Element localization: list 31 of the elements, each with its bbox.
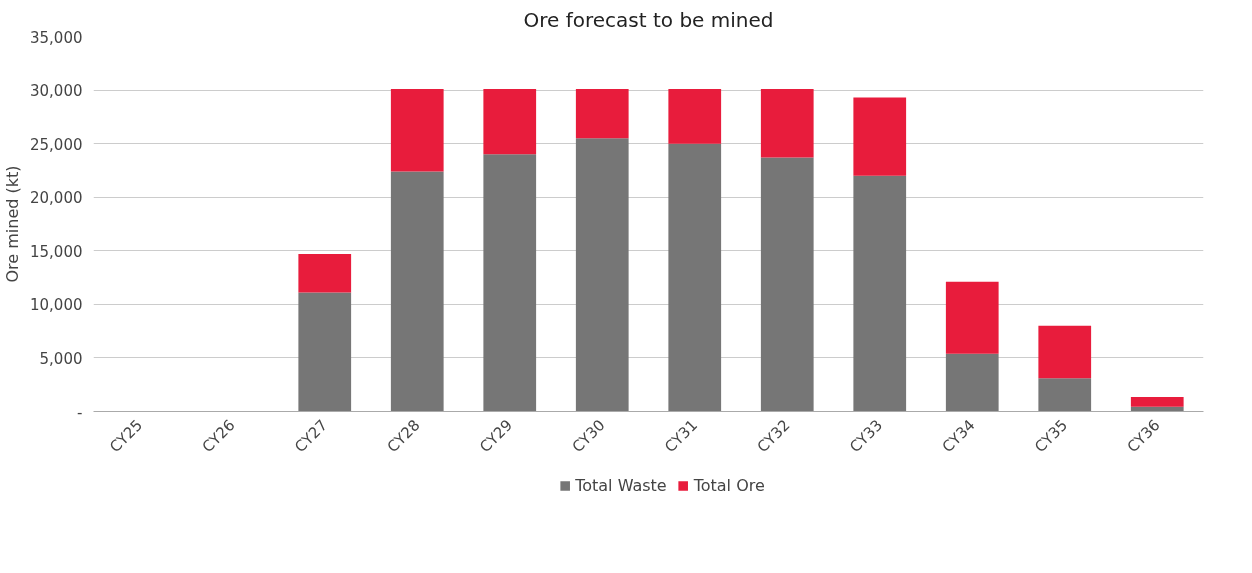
bar <box>760 157 814 412</box>
bar <box>298 292 352 412</box>
chart-title: Ore forecast to be mined <box>523 7 774 32</box>
y-tick-label: 10,000 <box>30 296 83 315</box>
legend-label: Total Ore <box>693 475 765 495</box>
y-axis-title: Ore mined (kt) <box>3 165 23 283</box>
y-tick-label: 20,000 <box>30 189 83 208</box>
y-tick-label: 15,000 <box>30 242 83 261</box>
bar <box>575 89 629 139</box>
bar <box>853 175 907 412</box>
bar <box>668 143 722 412</box>
bar <box>298 254 352 293</box>
bar <box>1130 397 1184 407</box>
y-tick-label: 30,000 <box>30 82 83 101</box>
bar <box>853 97 907 176</box>
bar <box>1038 325 1092 379</box>
y-tick-label: 25,000 <box>30 135 83 154</box>
bar <box>483 89 537 155</box>
bar <box>945 353 999 412</box>
bar <box>390 89 444 172</box>
bar <box>668 89 722 144</box>
y-tick-label: 35,000 <box>30 28 83 47</box>
bar <box>390 171 444 412</box>
bar <box>945 281 999 354</box>
legend-label: Total Waste <box>575 475 667 495</box>
bar <box>1038 378 1092 412</box>
bar <box>575 138 629 412</box>
bar <box>760 89 814 158</box>
bar <box>483 154 537 412</box>
y-tick-label: 5,000 <box>39 349 83 368</box>
y-tick-label: - <box>77 403 83 422</box>
